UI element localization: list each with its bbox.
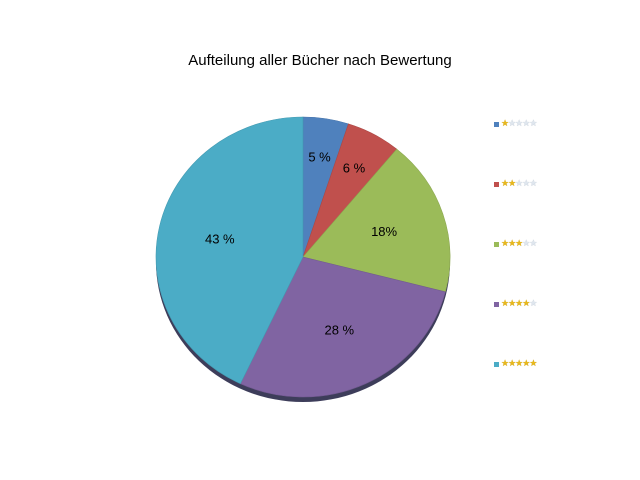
legend-item-1: ★ ★ ★ ★ ★: [494, 118, 538, 130]
rating-stars: ★ ★ ★ ★ ★: [501, 238, 538, 249]
star-filled-icon: ★: [515, 358, 524, 369]
legend-item-5: ★ ★ ★ ★ ★: [494, 358, 538, 370]
rating-stars: ★ ★ ★ ★ ★: [501, 358, 538, 369]
slice-label-4: 28 %: [324, 322, 354, 337]
legend-swatch: [494, 241, 499, 247]
star-filled-icon: ★: [501, 118, 510, 129]
star-filled-icon: ★: [522, 358, 531, 369]
chart-legend: ★ ★ ★ ★ ★ ★ ★ ★ ★ ★ ★ ★ ★ ★ ★ ★ ★ ★ ★ ★ ★ ★ ★ ★ ★: [494, 0, 574, 480]
pie-slice-4: [240, 256, 446, 398]
star-filled-icon: ★: [501, 298, 510, 309]
legend-swatch: [494, 361, 499, 367]
star-empty-icon: ★: [515, 178, 524, 189]
pie-slice-5: [155, 116, 304, 385]
star-empty-icon: ★: [529, 118, 538, 129]
legend-item-2: ★ ★ ★ ★ ★: [494, 178, 538, 190]
rating-stars: ★ ★ ★ ★ ★: [501, 118, 538, 129]
slice-label-3: 18%: [371, 224, 397, 239]
star-empty-icon: ★: [529, 298, 538, 309]
star-filled-icon: ★: [529, 358, 538, 369]
star-filled-icon: ★: [508, 298, 517, 309]
star-filled-icon: ★: [508, 178, 517, 189]
rating-stars: ★ ★ ★ ★ ★: [501, 178, 538, 189]
star-filled-icon: ★: [508, 238, 517, 249]
star-filled-icon: ★: [515, 238, 524, 249]
star-filled-icon: ★: [501, 178, 510, 189]
chart-title: Aufteilung aller Bücher nach Bewertung: [188, 52, 452, 69]
star-empty-icon: ★: [515, 118, 524, 129]
star-filled-icon: ★: [508, 358, 517, 369]
legend-swatch: [494, 121, 499, 127]
star-empty-icon: ★: [522, 118, 531, 129]
star-filled-icon: ★: [522, 298, 531, 309]
slice-label-5: 43 %: [205, 231, 235, 246]
star-empty-icon: ★: [522, 178, 531, 189]
legend-swatch: [494, 301, 499, 307]
star-empty-icon: ★: [522, 238, 531, 249]
star-empty-icon: ★: [508, 118, 517, 129]
star-filled-icon: ★: [501, 358, 510, 369]
legend-item-3: ★ ★ ★ ★ ★: [494, 238, 538, 250]
slice-label-1: 5 %: [308, 149, 331, 164]
slice-label-2: 6 %: [343, 161, 366, 176]
rating-stars: ★ ★ ★ ★ ★: [501, 298, 538, 309]
legend-item-4: ★ ★ ★ ★ ★: [494, 298, 538, 310]
pie-slice-3: [302, 148, 451, 293]
star-empty-icon: ★: [529, 178, 538, 189]
star-filled-icon: ★: [515, 298, 524, 309]
legend-swatch: [494, 181, 499, 187]
star-empty-icon: ★: [529, 238, 538, 249]
star-filled-icon: ★: [501, 238, 510, 249]
